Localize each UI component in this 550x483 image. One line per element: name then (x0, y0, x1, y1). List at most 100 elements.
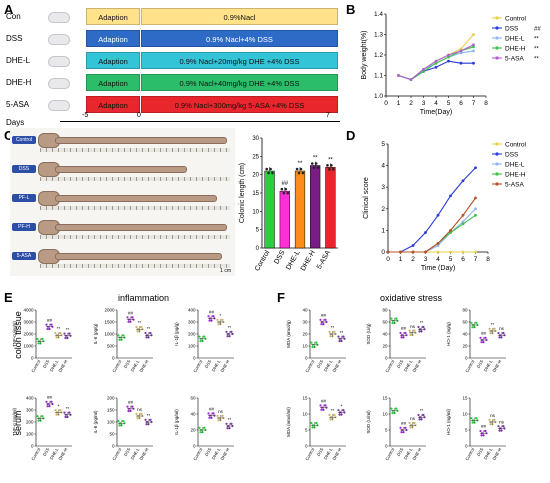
data-point (342, 335, 345, 338)
colon-strip (55, 224, 227, 231)
data-point (136, 417, 139, 420)
data-point (45, 323, 48, 326)
data-point (117, 334, 120, 337)
significance-label: ** (228, 417, 232, 422)
legend-label: DSS (505, 152, 519, 159)
y-tick-label: 2000 (104, 308, 115, 313)
data-point (417, 325, 420, 329)
series-point (397, 74, 400, 77)
significance-label: ## (47, 395, 53, 400)
significance-label: ## (481, 331, 487, 336)
data-point (488, 327, 491, 330)
adaption-bar-dhe-l: Adaption (86, 52, 140, 69)
data-point (311, 345, 314, 349)
data-point (471, 326, 474, 329)
series-point (422, 67, 425, 71)
treatment-bar-con: 0.9%Nacl (141, 8, 338, 25)
x-tick-label: 3 (422, 100, 426, 107)
y-tick-label: 1.2 (374, 52, 383, 59)
legend-marker (495, 182, 499, 186)
y-tick-label: 300 (26, 408, 34, 413)
data-point (333, 330, 336, 333)
data-point (208, 319, 211, 322)
data-point (338, 339, 341, 343)
series-point (424, 231, 427, 234)
significance-label: ** (138, 320, 142, 325)
data-point (135, 412, 138, 415)
y-tick-label: 5 (385, 428, 388, 433)
data-point (64, 336, 67, 340)
y-axis-label: SOD (U/ml) (366, 410, 371, 434)
y-tick-label: 0 (385, 444, 388, 449)
x-category-label: DSS (476, 447, 485, 457)
significance-label: ## (321, 399, 327, 404)
strip-tag-pf-h: PF-H (12, 223, 36, 231)
treatment-bar-dhe-l: 0.9% Nacl+20mg/kg DHE +4% DSS (141, 52, 338, 69)
x-tick-label: 1 (397, 100, 401, 107)
y-tick-label: 1 (381, 227, 385, 234)
legend-significance: ** (534, 47, 539, 53)
data-point (59, 331, 62, 335)
legend-label: 5-ASA (505, 182, 524, 189)
data-point (320, 323, 323, 326)
y-tick-label: 0 (465, 444, 468, 449)
significance-label: ** (66, 327, 70, 332)
data-point (301, 171, 305, 175)
data-point (230, 422, 233, 425)
data-point (311, 426, 314, 429)
data-point (267, 171, 270, 175)
strip-tag-dss: DSS (12, 165, 36, 173)
legend-label: DHE-H (505, 46, 526, 53)
adaption-bar-5-asa: Adaption (86, 96, 140, 113)
y-axis-label: TNF-α (pg/ml) (12, 407, 17, 436)
data-point (332, 168, 335, 171)
data-point (484, 429, 487, 433)
significance-label: ## (481, 424, 487, 429)
x-category-label: DHE-H (411, 359, 422, 373)
data-point (127, 409, 130, 413)
y-tick-label: 0 (112, 444, 115, 449)
y-tick-label: 1.3 (374, 32, 383, 39)
y-tick-label: 40 (190, 412, 196, 417)
colon-strip (55, 137, 227, 144)
x-category-label: DSS (316, 359, 325, 369)
legend-marker (495, 152, 499, 156)
y-axis-label: MDA (nmol/ml) (286, 407, 291, 437)
legend-significance: ** (534, 37, 539, 43)
data-point (316, 166, 320, 169)
y-tick-label: 0 (305, 356, 308, 361)
x-category-label: DSS (42, 359, 51, 369)
data-point (418, 330, 421, 333)
y-tick-label: 0 (112, 356, 115, 361)
data-point (41, 415, 44, 418)
data-point (140, 412, 143, 415)
data-point (131, 316, 134, 319)
treatment-bar-5-asa: 0.9% Nacl+300mg/kg 5-ASA +4% DSS (141, 96, 338, 113)
x-tick-label: 6 (459, 100, 463, 107)
mouse-icon (48, 34, 70, 45)
data-point (502, 331, 505, 335)
x-category-label: DHE-L (403, 446, 414, 460)
y-axis-label: Colonic length (cm) (239, 163, 246, 223)
data-point (50, 323, 53, 326)
strip-tag-pf-l: PF-L (12, 194, 36, 202)
data-point (475, 417, 478, 420)
x-tick-label: 1 (399, 256, 403, 263)
x-category-label: DHE-H (219, 359, 230, 373)
series-point (474, 213, 477, 217)
x-category-label: Control (384, 359, 395, 373)
significance-label: ns (490, 413, 496, 418)
data-point (63, 411, 66, 414)
data-point (470, 417, 473, 420)
data-point (315, 421, 318, 425)
ruler (40, 206, 230, 210)
significance-label: ns (410, 324, 416, 329)
series-point (399, 250, 402, 254)
x-category-label: DHE-H (138, 447, 149, 461)
data-point (284, 187, 288, 191)
colon-strip (55, 166, 187, 173)
legend-label: Control (505, 16, 527, 23)
series-point (459, 51, 463, 55)
x-tick-label: 2 (411, 256, 415, 263)
x-category-label: DHE-H (491, 447, 502, 461)
